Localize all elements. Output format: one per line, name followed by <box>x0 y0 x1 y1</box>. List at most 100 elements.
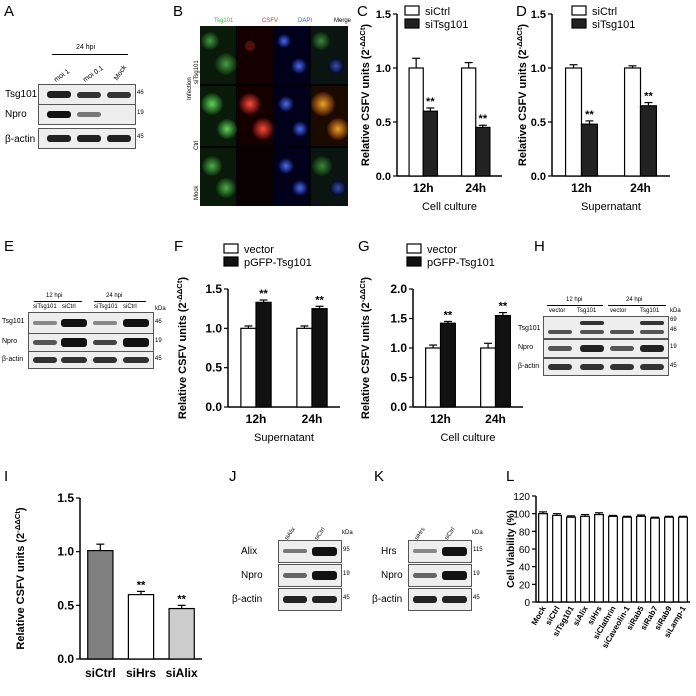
panel-letter-f: F <box>174 238 184 255</box>
chart-c-significance: ** <box>479 113 488 125</box>
chart-g-legend-label: vector <box>427 244 457 256</box>
blot-h-mw-1: 69 <box>670 317 677 323</box>
chart-d-bar <box>580 123 599 177</box>
blot-e-bracket-1 <box>34 301 82 302</box>
blot-h-mw-3: 19 <box>670 344 677 350</box>
chart-c-bar <box>475 126 491 177</box>
blot-e-lane-3: siTsg101 <box>94 304 118 310</box>
chart-f-ytick-label: 1.0 <box>205 321 222 335</box>
chart-g-ytick-label: 1.5 <box>390 312 407 326</box>
chart-g-legend-swatch <box>406 243 422 254</box>
chart-l-ytick-label: 40 <box>519 563 531 574</box>
blot-k-row-3-label: β-actin <box>372 594 403 605</box>
blot-j-mw-3: 45 <box>343 595 350 601</box>
blot-e-row-3-label: β-actin <box>2 356 24 363</box>
micro-b-row-infection: Infection <box>187 77 193 100</box>
blot-k-strip-3 <box>408 588 472 611</box>
blot-h-group-2: 24 hpi <box>626 297 643 303</box>
blot-h-mw-2: 46 <box>670 327 677 333</box>
blot-k-row-2-label: Npro <box>381 570 403 581</box>
blot-j-mw-2: 19 <box>343 571 350 577</box>
chart-g-legend-label: pGFP-Tsg101 <box>427 257 495 269</box>
chart-l-bar <box>650 517 660 603</box>
chart-c-ytick-label: 1.0 <box>376 63 391 75</box>
blot-a-lane-1: moi 1 <box>53 68 72 84</box>
chart-f-bar <box>311 308 328 408</box>
panel-letter-l: L <box>506 468 515 485</box>
blot-h-mw-4: 45 <box>670 363 677 369</box>
chart-i-bar <box>168 607 195 660</box>
blot-e-group-2: 24 hpi <box>106 293 123 299</box>
blot-e-lane-2: siCtrl <box>62 304 76 310</box>
blot-k-mw-1: 115 <box>473 547 483 553</box>
chart-f-xtick-label: 24h <box>302 412 323 426</box>
chart-g-significance: ** <box>499 301 508 313</box>
chart-f-legend-label: pGFP-Tsg101 <box>244 257 312 269</box>
chart-c-xtick-label: 12h <box>413 181 434 195</box>
chart-f-legend-label: vector <box>244 244 274 256</box>
blot-a-lane-2: moi 0.1 <box>82 64 105 84</box>
chart-c-xlabel: Cell culture <box>422 201 477 213</box>
micro-b-col-1: Tsg101 <box>214 18 234 24</box>
chart-f-ytick-label: 0.0 <box>205 400 222 414</box>
blot-a-row-2-label: Npro <box>5 109 27 120</box>
chart-g: 0.0 0.5 1.0 1.5 2.0 Relative CSFV units (2-ΔΔ… <box>358 243 523 444</box>
chart-i-xtick-label: siCtrl <box>85 666 116 680</box>
chart-d-ytick-label: 1.5 <box>531 9 546 21</box>
blot-a-row-3-label: β-actin <box>5 134 36 145</box>
blot-e-mw-3: 45 <box>155 356 162 362</box>
chart-d-significance: ** <box>585 109 594 121</box>
blot-a-bracket <box>52 54 128 55</box>
blot-k-row-1-label: Hrs <box>381 546 397 557</box>
chart-f-ytick-label: 1.5 <box>205 282 222 296</box>
blot-a-lane-3: Mock <box>113 64 129 83</box>
chart-d-xtick-label: 24h <box>630 181 651 195</box>
blot-k-mw-2: 19 <box>473 571 480 577</box>
micro-b-grid <box>200 26 348 206</box>
chart-d-legend-swatch <box>571 5 587 16</box>
blot-k-kda: kDa <box>472 530 483 536</box>
chart-f-xtick-label: 12h <box>246 412 267 426</box>
chart-d-xlabel: Supernatant <box>581 201 641 213</box>
chart-c-xtick-label: 24h <box>465 181 486 195</box>
chart-d-legend-label: siTsg101 <box>592 19 635 31</box>
chart-l-ytick-label: 20 <box>519 580 531 591</box>
chart-g-bar <box>425 347 442 408</box>
blot-e-lane-4: siCtrl <box>123 304 137 310</box>
chart-g-bar <box>494 314 511 408</box>
blot-k-mw-3: 45 <box>473 595 480 601</box>
chart-f-bar <box>296 327 313 408</box>
chart-c-legend-label: siTsg101 <box>425 19 468 31</box>
chart-d-bar <box>623 67 642 177</box>
blot-h-lane-1: vector <box>549 308 566 314</box>
blot-e-mw-2: 19 <box>155 338 162 344</box>
chart-i-ytick-label: 1.0 <box>57 545 74 559</box>
blot-e-row-1-label: Tsg101 <box>2 318 25 325</box>
chart-g-xlabel: Cell culture <box>440 432 495 444</box>
chart-g-bar <box>439 322 456 408</box>
blot-a-mw-3: 45 <box>137 134 144 140</box>
blot-a-strip-3 <box>38 128 136 149</box>
blot-j-row-3-label: β-actin <box>232 594 263 605</box>
blot-h-bracket-1 <box>547 305 603 306</box>
chart-l-ytick-label: 0 <box>524 598 530 609</box>
panel-letter-h: H <box>534 238 545 255</box>
chart-l-ylabel: Cell Viability (%) <box>506 510 517 588</box>
chart-g-ytick-label: 2.0 <box>390 282 407 296</box>
chart-c-ytick-label: 0.0 <box>376 171 391 183</box>
chart-d-ylabel: Relative CSFV units (2-ΔΔCt) <box>515 24 529 167</box>
panel-letter-i: I <box>4 468 9 485</box>
panel-letter-b: B <box>173 3 184 20</box>
panel-letter-e: E <box>4 238 15 255</box>
panel-letter-c: C <box>357 3 368 20</box>
blot-j-strip-2 <box>278 564 342 587</box>
chart-f-bar <box>240 327 257 408</box>
blot-j-mw-1: 95 <box>343 547 350 553</box>
panel-letter-g: G <box>358 238 370 255</box>
panel-letter-j: J <box>229 468 237 485</box>
blot-j-strip-1 <box>278 540 342 563</box>
chart-l-bar <box>552 514 562 603</box>
chart-i-significance: ** <box>177 593 186 605</box>
blot-j-row-1-label: Alix <box>241 546 258 557</box>
